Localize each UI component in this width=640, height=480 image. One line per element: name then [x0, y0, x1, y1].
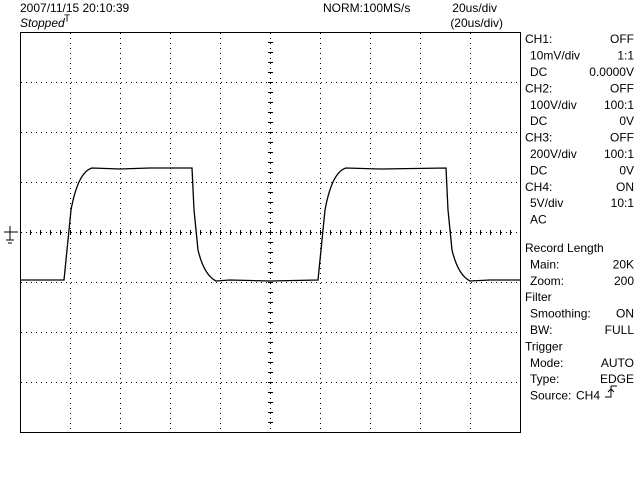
- edge-icon: [605, 385, 617, 398]
- panel-value: 0V: [619, 114, 634, 128]
- panel-label: DC: [530, 114, 548, 128]
- timebase: 20us/div: [452, 1, 497, 15]
- panel-value: OFF: [610, 131, 634, 145]
- panel-label: 200V/div: [530, 147, 577, 161]
- panel-value: 200: [614, 274, 634, 288]
- panel-label: Filter: [525, 290, 552, 304]
- panel-label: Record Length: [525, 241, 604, 255]
- panel-label: CH2:: [525, 81, 552, 95]
- datetime: 2007/11/15 20:10:39: [20, 1, 130, 15]
- panel-value: 0.0000V: [589, 65, 634, 79]
- panel-label: 10mV/div: [530, 49, 580, 63]
- panel-value: OFF: [610, 32, 634, 46]
- plot-frame: [20, 32, 521, 433]
- waveform-ch4: [20, 167, 520, 282]
- panel-value: 0V: [619, 163, 634, 177]
- panel-label: DC: [530, 163, 548, 177]
- panel-label: CH4:: [525, 180, 552, 194]
- panel-value: AUTO: [601, 356, 634, 370]
- panel-label: Trigger: [525, 339, 563, 353]
- panel-value: EDGE: [600, 372, 634, 386]
- panel-value: 20K: [613, 257, 634, 271]
- panel-value: CH4: [576, 389, 600, 403]
- panel-label: CH3:: [525, 131, 552, 145]
- panel-label: Source:: [530, 389, 571, 403]
- panel-value: ON: [616, 307, 634, 321]
- panel-label: Mode:: [530, 356, 563, 370]
- acquisition: NORM:100MS/s: [323, 1, 410, 15]
- panel-label: Smoothing:: [530, 307, 591, 321]
- panel-value: 1:1: [617, 49, 634, 63]
- panel-label: 100V/div: [530, 98, 577, 112]
- panel-label: DC: [530, 65, 548, 79]
- panel-value: ON: [616, 180, 634, 194]
- panel-label: BW:: [530, 323, 552, 337]
- settings-panel: CH1: OFF 10mV/div 1:1 DC 0.0000V CH2: OFF 100V/d…: [525, 32, 634, 402]
- panel-label: CH1:: [525, 32, 552, 46]
- ground-marker: [4, 226, 18, 244]
- panel-value: 100:1: [604, 147, 634, 161]
- panel-value: 10:1: [611, 196, 635, 210]
- panel-label: Zoom:: [530, 274, 564, 288]
- panel-value: 100:1: [604, 98, 634, 112]
- graticule: [20, 32, 520, 432]
- panel-label: 5V/div: [530, 196, 563, 210]
- panel-label: Type:: [530, 372, 559, 386]
- trigger-mark: T: [64, 14, 70, 25]
- panel-value: OFF: [610, 81, 634, 95]
- panel-label: AC: [530, 213, 547, 227]
- zoom-timebase: (20us/div): [450, 16, 503, 30]
- status: Stopped: [20, 16, 65, 30]
- panel-value: FULL: [605, 323, 635, 337]
- panel-label: Main:: [530, 257, 559, 271]
